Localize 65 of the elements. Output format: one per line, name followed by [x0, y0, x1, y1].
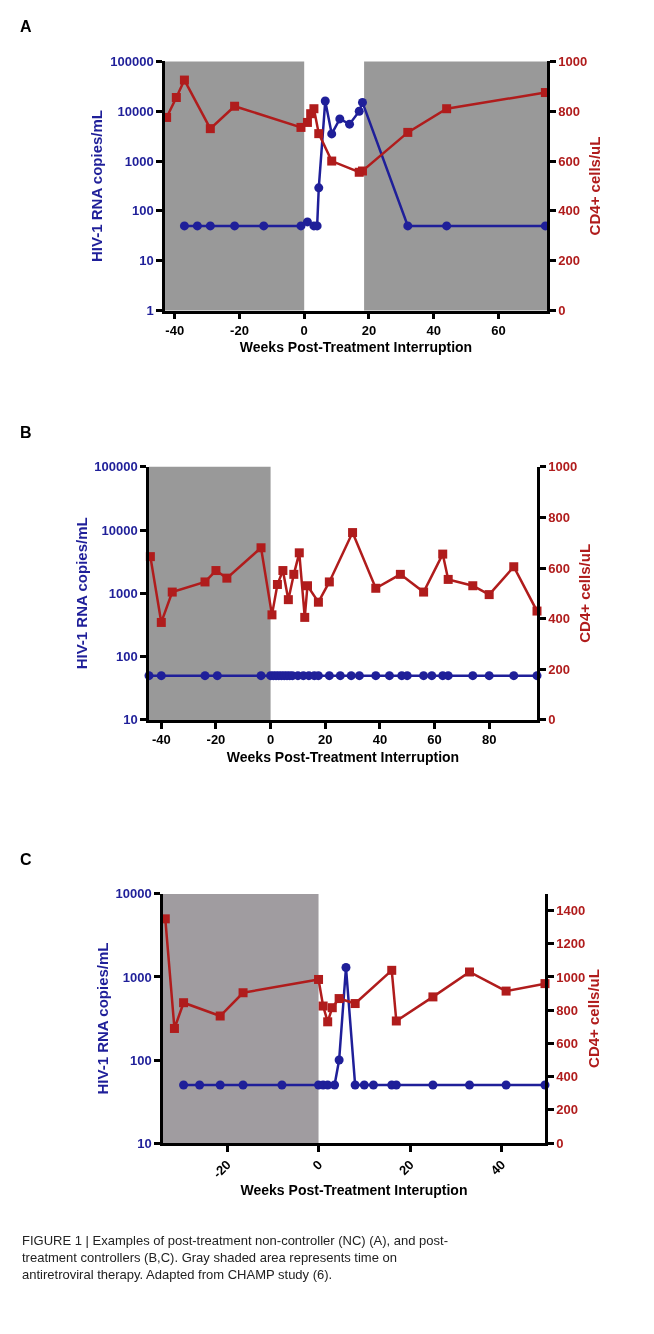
x-tick-label: 20 [395, 1157, 417, 1178]
caption: FIGURE 1 | Examples of post-treatment non-controller (NC) (A), and post-treatment controllers (B,C). Gray shaded area represents time on antiretroviral therapy. Adapted from CHAMP study (6). [22, 1233, 449, 1282]
y2-tick-label: 400 [558, 203, 581, 219]
y2-tick-label: 600 [548, 560, 571, 576]
y2-tick-label: 0 [556, 1135, 564, 1151]
text: C [20, 851, 32, 868]
y-tick-label: 100 [115, 649, 138, 665]
y2-tick-label: 200 [548, 661, 571, 677]
y-tick-label: 1 [146, 303, 154, 319]
y2-axis-title: CD4+ cells/uL [576, 543, 594, 643]
y-axis-title: HIV-1 RNA copies/mL [88, 109, 106, 262]
y2-tick-label: 400 [556, 1069, 579, 1085]
x-tick-label: -40 [151, 732, 171, 748]
y2-tick-label: 600 [558, 153, 581, 169]
y-tick-label: 1000 [122, 969, 152, 985]
y2-tick-label: 1000 [556, 969, 586, 985]
y-tick-label: 10 [139, 253, 154, 269]
y-tick-label: 10 [137, 1135, 152, 1151]
y2-tick-label: 1200 [556, 936, 586, 952]
y-axis-title: HIV-1 RNA copies/mL [93, 942, 111, 1095]
x-tick-label: -20 [209, 1157, 234, 1181]
x-tick-label: 80 [481, 732, 497, 748]
y-tick-label: 100000 [94, 459, 138, 475]
text: A [20, 18, 32, 35]
y-tick-label: 10000 [115, 886, 152, 902]
y2-tick-label: 800 [558, 103, 581, 119]
y-tick-label: 1000 [124, 153, 154, 169]
x-axis-title: Weeks Post-Treatment Interruption [239, 339, 473, 356]
y2-tick-label: 1000 [558, 53, 588, 69]
x-tick-label: 0 [309, 1157, 326, 1173]
x-tick-label: 20 [361, 322, 377, 338]
y2-tick-label: 800 [556, 1002, 579, 1018]
y2-axis-title: CD4+ cells/uL [585, 969, 603, 1068]
x-tick-label: 20 [318, 732, 333, 748]
x-tick-label: 40 [487, 1157, 509, 1178]
y2-tick-label: 0 [548, 712, 556, 728]
y-tick-label: 1000 [108, 585, 138, 601]
x-tick-label: -20 [230, 322, 249, 338]
x-tick-label: -20 [206, 732, 226, 748]
y-tick-label: 100000 [110, 53, 154, 69]
x-tick-label: 60 [491, 322, 506, 338]
y-tick-label: 100 [131, 203, 154, 219]
y2-axis-title: CD4+ cells/uL [586, 136, 604, 236]
y-tick-label: 10 [123, 712, 138, 728]
y-tick-label: 10000 [101, 522, 138, 538]
y-axis-title: HIV-1 RNA copies/mL [72, 517, 90, 670]
x-tick-label: 40 [426, 322, 441, 338]
x-axis-title: Weeks Post-Treatment Interruption [226, 748, 460, 765]
y-tick-label: 100 [129, 1052, 152, 1068]
y2-tick-label: 800 [548, 509, 571, 525]
y2-tick-label: 400 [548, 611, 571, 627]
y2-tick-label: 200 [556, 1102, 579, 1118]
y2-tick-label: 200 [558, 253, 581, 269]
y-tick-label: 10000 [117, 103, 154, 119]
chart-title: B [20, 424, 32, 441]
y2-tick-label: 1000 [548, 459, 578, 475]
x-tick-label: 0 [300, 322, 308, 338]
x-tick-label: 60 [427, 732, 442, 748]
y2-tick-label: 600 [556, 1035, 579, 1051]
y2-tick-label: 0 [558, 303, 566, 319]
x-tick-label: -40 [165, 322, 185, 338]
y2-tick-label: 1400 [556, 903, 586, 919]
x-axis-title: Weeks Post-Treatment Interuption [240, 1182, 468, 1199]
x-tick-label: 0 [266, 732, 275, 748]
x-tick-label: 40 [372, 732, 388, 748]
